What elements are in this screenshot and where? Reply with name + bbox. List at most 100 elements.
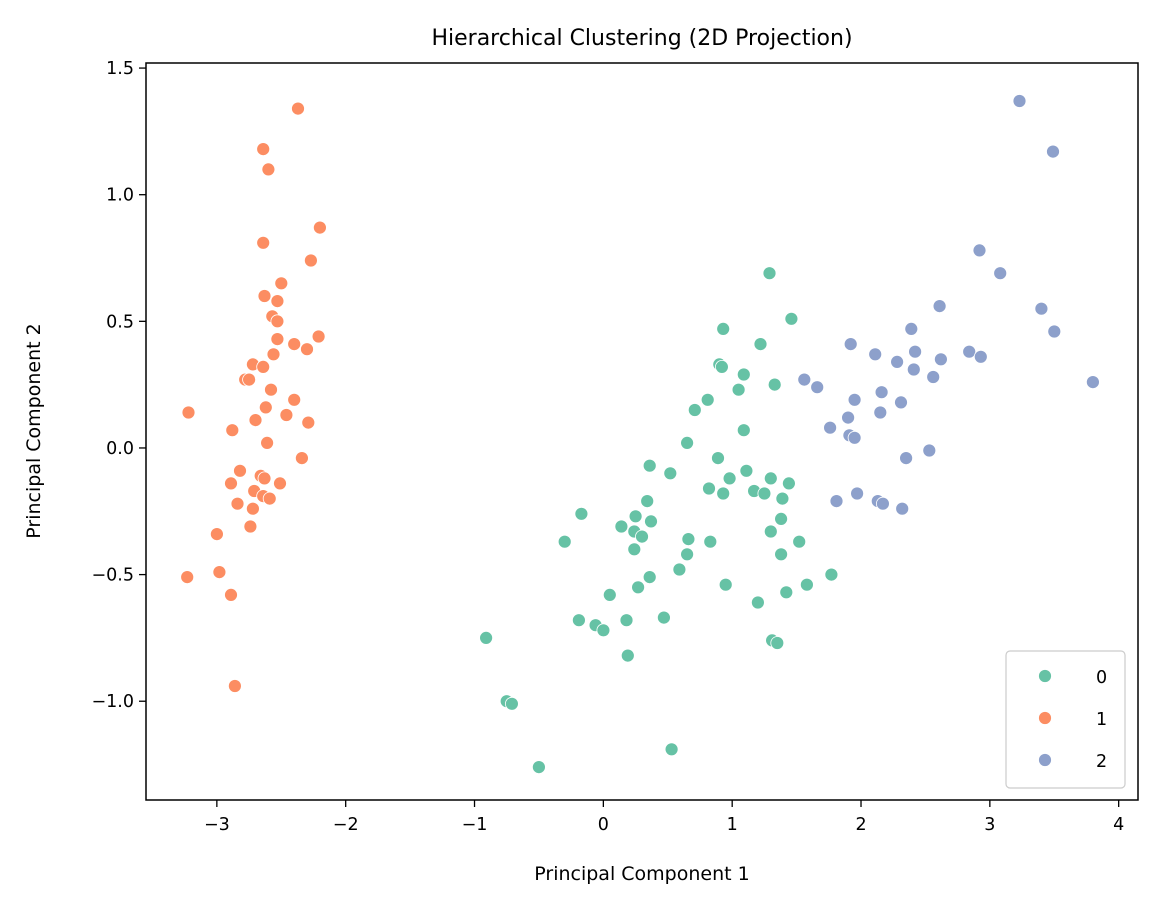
cluster-2-point xyxy=(1086,375,1100,390)
cluster-0-point xyxy=(784,311,799,326)
cluster-0-point xyxy=(680,435,694,450)
x-tick-label: −2 xyxy=(333,815,359,835)
cluster-0-point xyxy=(774,512,788,526)
cluster-0-point xyxy=(763,471,778,486)
cluster-0-point xyxy=(731,382,746,397)
cluster-1-point xyxy=(303,253,318,268)
legend-box xyxy=(1005,650,1126,789)
cluster-1-point xyxy=(273,476,287,491)
cluster-0-point xyxy=(722,471,737,486)
cluster-1-point xyxy=(270,314,285,329)
cluster-1-point xyxy=(242,372,257,387)
y-tick-label: 0.0 xyxy=(106,439,134,459)
cluster-1-point xyxy=(256,359,271,374)
cluster-2-point xyxy=(847,392,862,407)
cluster-0-point xyxy=(640,494,655,509)
cluster-1-point xyxy=(224,588,238,602)
cluster-2-point xyxy=(932,299,947,314)
cluster-2-point xyxy=(874,385,889,400)
cluster-2-point xyxy=(993,266,1008,281)
cluster-2-point xyxy=(873,405,888,420)
cluster-0-point xyxy=(779,585,794,600)
cluster-2-point xyxy=(847,430,862,445)
cluster-2-point xyxy=(843,337,858,352)
cluster-0-point xyxy=(736,423,751,438)
legend-marker xyxy=(1038,669,1052,683)
y-tick-label: 1.5 xyxy=(106,59,134,79)
cluster-2-point xyxy=(906,362,921,377)
cluster-2-point xyxy=(895,501,910,516)
chart-title: Hierarchical Clustering (2D Projection) xyxy=(431,26,852,51)
cluster-0-point xyxy=(751,595,765,610)
cluster-2-point xyxy=(922,443,937,458)
plot-frame xyxy=(145,62,1139,801)
cluster-0-point xyxy=(718,577,733,592)
y-tick-label: −0.5 xyxy=(92,566,135,586)
cluster-1-point xyxy=(264,382,278,397)
cluster-1-point xyxy=(212,565,227,579)
cluster-0-point xyxy=(504,696,519,711)
legend: 0 1 2 xyxy=(1005,650,1126,789)
cluster-0-point xyxy=(479,631,494,645)
cluster-2-point xyxy=(850,486,864,501)
cluster-1-point xyxy=(300,342,314,357)
cluster-1-point xyxy=(287,392,302,407)
legend-item-0: 0 xyxy=(1038,668,1107,688)
cluster-1-point xyxy=(294,451,309,466)
cluster-0-point xyxy=(736,367,751,382)
cluster-0-point xyxy=(574,506,589,521)
cluster-0-point xyxy=(628,509,643,524)
cluster-0-point xyxy=(664,742,679,757)
cluster-2-point xyxy=(823,420,837,435)
cluster-1-point xyxy=(258,400,273,415)
x-tick-label: 1 xyxy=(727,815,738,835)
x-tick-label: −1 xyxy=(462,815,488,835)
cluster-1-point xyxy=(227,679,242,693)
cluster-0-point xyxy=(757,486,772,501)
legend-label: 1 xyxy=(1096,710,1107,730)
cluster-1-point xyxy=(233,463,247,478)
cluster-1-point xyxy=(256,142,271,157)
cluster-1-point xyxy=(266,347,281,362)
cluster-1-point xyxy=(279,408,294,422)
cluster-1-point xyxy=(257,471,272,486)
cluster-2-point xyxy=(1046,144,1060,159)
cluster-2-point xyxy=(908,344,922,359)
cluster-2-point xyxy=(934,352,948,367)
cluster-2-point xyxy=(829,494,844,509)
legend-label: 2 xyxy=(1096,752,1107,772)
cluster-2-point xyxy=(1047,324,1062,339)
cluster-2-point xyxy=(1034,301,1049,316)
cluster-0-point xyxy=(663,466,678,481)
cluster-0-point xyxy=(657,610,671,625)
cluster-0-point xyxy=(711,451,725,466)
cluster-1-point xyxy=(301,415,316,430)
cluster-0-point xyxy=(572,613,586,628)
cluster-1-point xyxy=(248,413,263,428)
cluster-2-point xyxy=(797,372,812,387)
cluster-1-point xyxy=(230,496,245,511)
cluster-0-point xyxy=(619,613,634,628)
cluster-1-point xyxy=(225,423,240,438)
cluster-2-point xyxy=(1012,94,1027,108)
cluster-0-point xyxy=(642,458,657,473)
cluster-1-point xyxy=(224,476,238,491)
cluster-0-point xyxy=(792,534,807,549)
y-tick-label: 0.5 xyxy=(106,312,134,332)
cluster-2-point xyxy=(810,380,825,395)
cluster-1-point xyxy=(180,570,195,584)
cluster-1-point xyxy=(260,435,275,450)
cluster-0-point xyxy=(680,547,694,562)
cluster-2-point xyxy=(841,410,855,425)
y-axis-ticks: −1.0 −0.5 0.0 0.5 1.0 1.5 xyxy=(92,59,146,712)
legend-marker xyxy=(1038,711,1052,725)
x-tick-label: −3 xyxy=(204,815,230,835)
cluster-0-point xyxy=(700,392,715,407)
cluster-0-point xyxy=(775,491,790,506)
cluster-0-point xyxy=(716,486,731,501)
x-tick-label: 4 xyxy=(1113,815,1124,835)
cluster-0-point xyxy=(687,403,702,417)
cluster-0-point xyxy=(596,623,611,638)
cluster-0-point xyxy=(672,562,687,577)
